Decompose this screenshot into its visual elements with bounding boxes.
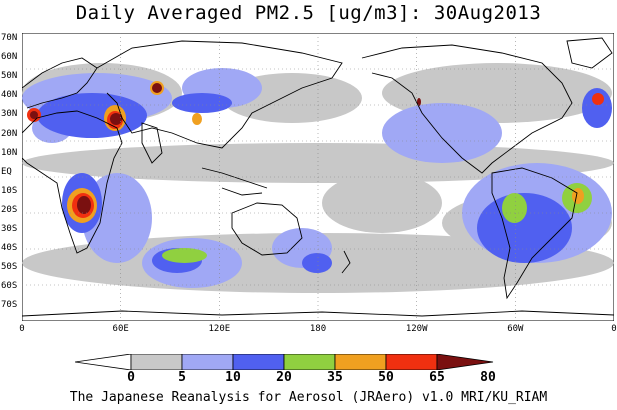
latitude-label: 30N: [1, 109, 18, 120]
pm25-region: [152, 83, 162, 93]
colorbar-level-label: 80: [480, 370, 496, 385]
pm25-region: [477, 193, 572, 263]
latitude-label: 60N: [1, 52, 18, 63]
latitude-label: 40N: [1, 90, 18, 101]
map-title: Daily Averaged PM2.5 [ug/m3]: 30Aug2013: [75, 2, 542, 24]
pm25-region: [162, 248, 207, 263]
colorbar-level-label: 5: [178, 370, 186, 385]
colorbar-level-label: 20: [276, 370, 292, 385]
map-area: [22, 33, 614, 321]
colorbar-segment: [334, 354, 387, 370]
pm25-region: [382, 103, 502, 163]
colorbar-segment: [283, 354, 336, 370]
longitude-label: 120W: [405, 324, 428, 334]
pm25-region: [592, 93, 604, 105]
longitude-label: 60E: [112, 324, 129, 334]
pm25-region: [572, 188, 584, 204]
longitude-label: 60W: [507, 324, 524, 334]
pm25-map: [22, 33, 614, 321]
pm25-region: [322, 173, 442, 233]
pm25-region: [192, 113, 202, 125]
colorbar-level-label: 10: [225, 370, 241, 385]
latitude-label: 50N: [1, 71, 18, 82]
pm25-region: [582, 88, 612, 128]
coastlines: [22, 37, 614, 317]
latitude-label: 20N: [1, 128, 18, 139]
colorbar-level-label: 50: [378, 370, 394, 385]
colorbar: [75, 354, 494, 370]
latitude-label: 20S: [1, 204, 18, 215]
colorbar-segment: [232, 354, 285, 370]
latitude-label: 30S: [1, 224, 18, 234]
colorbar-level-label: 35: [327, 370, 343, 385]
colorbar-segment: [75, 354, 132, 370]
colorbar-segment: [130, 354, 183, 370]
pm25-fields: [22, 63, 614, 293]
pm25-region: [30, 111, 38, 119]
colorbar-level-label: 0: [127, 370, 135, 385]
latitude-label: EQ: [1, 166, 12, 177]
latitude-label: 50S: [1, 262, 18, 273]
latitude-label: 40S: [1, 243, 18, 254]
pm25-region: [502, 193, 527, 223]
longitude-label: 180: [309, 324, 327, 334]
footer-credit: The Japanese Reanalysis for Aerosol (JRA…: [69, 390, 548, 405]
pm25-region: [302, 253, 332, 273]
longitude-label: 120E: [208, 324, 231, 334]
latitude-label: 70N: [1, 33, 18, 43]
latitude-label: 10S: [1, 185, 18, 196]
longitude-label: 0: [611, 324, 617, 334]
colorbar-segment: [385, 354, 438, 370]
latitude-label: 70S: [1, 300, 18, 311]
grid-lines: [22, 33, 614, 321]
colorbar-segment: [436, 354, 494, 370]
pm25-region: [110, 113, 122, 125]
longitude-label: 0: [19, 324, 25, 334]
colorbar-segment: [181, 354, 234, 370]
pm25-region: [77, 196, 91, 214]
latitude-label: 60S: [1, 281, 18, 292]
colorbar-level-label: 65: [429, 370, 445, 385]
pm25-region: [172, 93, 232, 113]
latitude-label: 10N: [1, 147, 18, 158]
